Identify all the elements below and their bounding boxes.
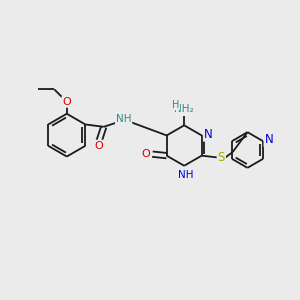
Text: H: H (172, 100, 179, 110)
Text: NH: NH (116, 114, 131, 124)
Text: O: O (62, 97, 71, 107)
Text: N: N (204, 128, 213, 141)
Text: N: N (265, 134, 273, 146)
Text: NH₂: NH₂ (174, 104, 194, 114)
Text: S: S (218, 151, 225, 164)
Text: NH: NH (178, 170, 194, 180)
Text: O: O (142, 149, 150, 159)
Text: O: O (94, 140, 103, 151)
